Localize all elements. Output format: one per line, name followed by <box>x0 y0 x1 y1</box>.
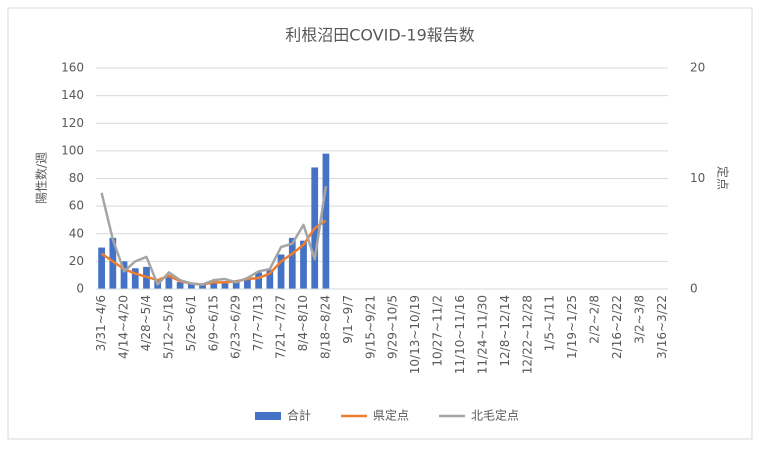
x-tick-label: 4/28~5/4 <box>139 295 153 351</box>
bar <box>109 237 117 289</box>
y2-axis-label: 定点 <box>716 166 731 190</box>
x-tick-label: 2/2~2/8 <box>588 295 602 344</box>
x-tick-label: 9/1~9/7 <box>341 295 355 344</box>
bar <box>210 282 218 289</box>
x-tick-label: 5/26~6/1 <box>184 295 198 351</box>
legend-label: 合計 <box>287 408 311 423</box>
x-tick-label: 7/7~7/13 <box>251 295 265 351</box>
line <box>100 219 327 286</box>
bar <box>131 268 139 289</box>
bar <box>300 240 307 289</box>
y-tick-label: 40 <box>69 226 84 240</box>
x-tick-label: 12/8~12/14 <box>498 295 512 367</box>
x-tick-label: 9/15~9/21 <box>363 295 377 359</box>
bar <box>266 269 274 289</box>
x-tick-label: 4/14~4/20 <box>117 295 131 359</box>
y-tick-label: 160 <box>61 61 84 75</box>
y2-tick-label: 10 <box>690 171 705 185</box>
bar <box>277 254 285 289</box>
bar <box>165 275 173 289</box>
x-tick-label: 3/31~4/6 <box>94 295 108 351</box>
chart-title: 利根沼田COVID-19報告数 <box>285 26 475 45</box>
legend-label: 北毛定点 <box>471 408 519 423</box>
bar <box>255 272 262 289</box>
bar <box>187 283 195 289</box>
legend-swatch <box>255 412 281 420</box>
x-tick-label: 7/21~7/27 <box>274 295 288 359</box>
bar <box>244 279 251 289</box>
bar <box>199 284 206 289</box>
y2-tick-label: 0 <box>690 282 698 296</box>
x-tick-label: 11/10~11/16 <box>453 295 467 374</box>
x-tick-label: 11/24~11/30 <box>475 295 489 374</box>
x-tick-label: 3/2~3/8 <box>632 295 646 344</box>
y-axis-label: 陽性数/週 <box>34 152 49 204</box>
bar <box>98 247 105 289</box>
x-tick-label: 12/22~12/28 <box>520 295 534 374</box>
y-tick-label: 80 <box>69 171 84 185</box>
x-tick-label: 2/16~2/22 <box>610 295 624 359</box>
y-tick-label: 100 <box>61 143 84 157</box>
x-tick-label: 9/29~10/5 <box>386 295 400 359</box>
x-tick-label: 10/27~11/2 <box>431 295 445 367</box>
y2-tick-label: 20 <box>690 61 705 75</box>
y-tick-label: 60 <box>69 199 84 213</box>
chart-frame <box>7 7 753 440</box>
bar <box>232 280 240 289</box>
line <box>100 186 328 286</box>
bar <box>221 283 229 289</box>
bar <box>120 261 128 289</box>
bar <box>176 282 184 289</box>
x-tick-label: 3/16~3/22 <box>655 295 669 359</box>
x-tick-label: 5/12~5/18 <box>161 295 175 359</box>
x-tick-label: 8/18~8/24 <box>318 295 332 359</box>
bar <box>288 237 296 289</box>
legend-label: 県定点 <box>373 408 409 423</box>
y-tick-label: 140 <box>61 88 84 102</box>
x-tick-label: 6/9~6/15 <box>206 295 220 351</box>
x-tick-label: 1/19~1/25 <box>565 295 579 359</box>
x-tick-label: 10/13~10/19 <box>408 295 422 374</box>
x-tick-label: 1/5~1/11 <box>543 295 557 351</box>
x-tick-label: 6/23~6/29 <box>229 295 243 359</box>
y-tick-label: 120 <box>61 116 84 130</box>
x-tick-label: 8/4~8/10 <box>296 295 310 351</box>
y-tick-label: 0 <box>76 282 84 296</box>
y-tick-label: 20 <box>69 254 84 268</box>
